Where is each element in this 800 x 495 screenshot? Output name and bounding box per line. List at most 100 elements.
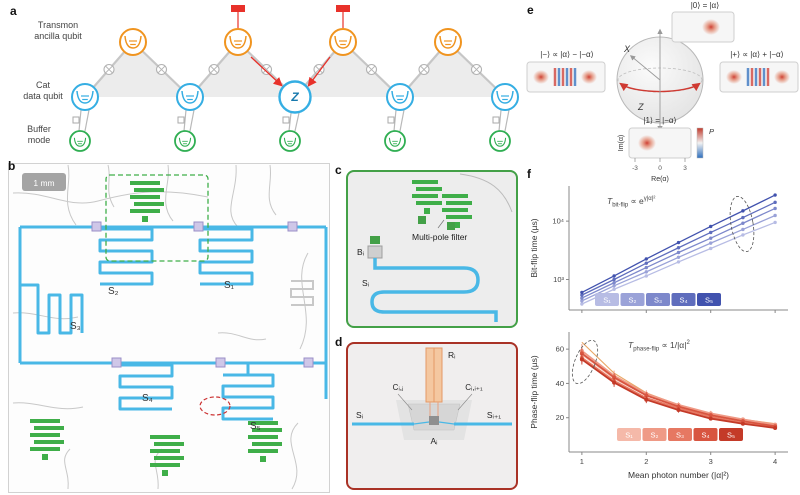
filter-finger [134,202,164,206]
buffer-coupler [282,116,290,124]
coupler-cross-icon [365,63,378,76]
error-arrow [307,56,331,87]
filter-finger [34,426,64,430]
filter-finger [130,195,160,199]
data-point [741,221,745,225]
data-point [708,413,713,418]
buffer-pad [370,236,380,244]
colorbar-label: P [709,127,714,136]
data-point [612,277,616,282]
wigner-blob [533,70,549,84]
x-axis [629,55,661,81]
filter-finger [252,428,282,432]
data-point [612,274,616,278]
filter-stem [454,222,460,228]
state-minus-label: |−⟩ ∝ |α⟩ − |−α⟩ [540,50,594,59]
filter-finger [442,208,468,212]
data-point [612,375,617,380]
buffer-link [399,109,405,132]
wigner-xtick: 3 [683,165,687,172]
buffer-filter-electrodes [30,181,282,476]
data-point [644,393,649,398]
annotation-symbol: T [607,196,613,206]
x-tick-label: 2 [644,457,648,466]
legend-label: S₃ [676,431,684,440]
legend-label: S₁ [625,431,633,440]
bitflip-annotation: Tbit-flip ∝ eγ|α|² [607,196,655,209]
data-point [709,224,713,229]
wigner-inset-top [671,11,735,43]
annotation-sup: 2 [686,340,690,347]
bloch-sphere: X Z [616,28,704,132]
label-s3: S₃ [70,321,81,332]
coupler-cross-icon [470,63,483,76]
filter-finger [416,187,442,191]
panel-b-chip-layout: 1 mm S₂ S₁ S₃ S₄ S₅ [8,163,330,493]
filter-finger [134,188,164,192]
z-error-label: Z [290,90,299,104]
buffer-coupler [492,116,500,124]
wigner-inset-right [719,61,799,93]
filter-finger [34,440,64,444]
cat-qubit [386,83,414,111]
data-point [676,404,681,409]
data-point [676,255,681,260]
buffer-coupler [387,116,395,124]
resonator-s5 [221,363,275,421]
annotation-sup: γ|α|² [643,196,656,203]
panel-d-label: d [335,335,343,349]
panel-a-schematic: Z [69,5,519,152]
buffer-link [294,112,300,132]
annotation-ellipse [729,195,755,253]
label-s2: S₂ [108,286,119,297]
wigner-inset-left [526,61,606,93]
data-point [612,281,616,285]
data-point [644,265,648,270]
state-one-label: |1⟩ = |−α⟩ [643,116,677,125]
filter-finger [150,463,180,467]
series-line [581,350,776,426]
filter-stem [162,470,168,476]
data-point [644,261,648,265]
filter-finger [154,442,184,446]
panel-e-label: e [527,3,534,17]
legend-badge [595,293,619,306]
transmon-qubit [119,28,147,56]
multipole-filter-electrodes [412,180,472,228]
data-point [580,290,584,295]
filter-finger [130,181,160,185]
filter-finger [30,433,60,437]
data-point [741,209,745,213]
data-point [644,270,648,274]
legend-badge [693,428,718,441]
label-s5: S₅ [250,421,261,432]
legend-badge [642,428,667,441]
buffer-link [288,112,292,132]
series-line [581,356,776,429]
legend-badge [697,293,721,306]
filter-finger [416,201,442,205]
flux-pulse-marker [231,5,245,12]
resonator-s2 [98,227,154,286]
x-tick-label: 4 [773,457,777,466]
filter-finger [154,456,184,460]
coupler-cross-icon [260,63,273,76]
series-line [581,352,776,428]
data-point [612,284,616,288]
legend-label: S₁ [603,296,611,305]
data-point [644,274,648,278]
annotation-sub: bit-flip [612,202,629,209]
filter-finger [150,449,180,453]
data-point [644,257,648,261]
transmon-sites [91,221,314,368]
cat-qubit [491,83,519,111]
buffer-link [183,109,187,132]
filter-finger [30,419,60,423]
legend-label: S₄ [679,296,687,305]
data-point [676,246,681,250]
data-point [644,397,649,402]
panel-c-art: Multi-pole filter Bᵢ Sᵢ [357,173,513,322]
data-point [709,230,713,235]
y-tick-label: 60 [556,345,564,354]
filter-stem [142,216,148,222]
